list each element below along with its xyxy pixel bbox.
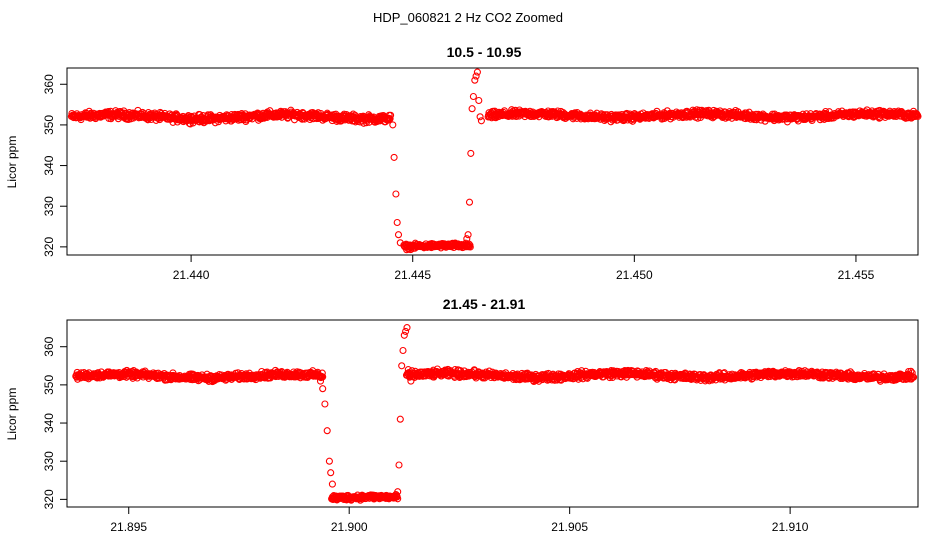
bottom-y-axis: 320 330 340 350 360	[42, 336, 68, 509]
bottom-x-axis: 21.895 21.900 21.905 21.910	[110, 506, 809, 534]
top-y-tick-label: 330	[42, 196, 56, 216]
bottom-x-tick-label: 21.905	[551, 520, 588, 534]
bottom-y-tick-label: 350	[42, 375, 56, 395]
top-series-points	[67, 68, 922, 254]
bottom-y-axis-label: Licor ppm	[5, 388, 19, 441]
top-data-point	[390, 153, 398, 161]
bottom-data-point	[910, 373, 918, 381]
bottom-data-point	[319, 373, 327, 381]
bottom-series-points	[72, 324, 918, 504]
bottom-data-point	[398, 362, 406, 370]
bottom-data-point	[396, 415, 404, 423]
bottom-data-point	[327, 469, 335, 477]
top-data-point	[469, 92, 477, 101]
top-data-point	[477, 117, 485, 125]
bottom-y-tick-label: 360	[42, 336, 56, 356]
bottom-data-point	[330, 492, 338, 500]
top-data-point	[472, 72, 480, 80]
bottom-data-point	[399, 346, 407, 355]
top-data-point	[476, 113, 484, 121]
bottom-data-point	[318, 369, 326, 377]
bottom-data-point	[325, 457, 333, 465]
top-y-tick-label: 320	[42, 237, 56, 257]
top-y-tick-label: 340	[42, 155, 56, 175]
top-x-tick-label: 21.455	[838, 268, 875, 282]
top-data-point	[393, 218, 401, 227]
top-data-point	[464, 231, 472, 239]
bottom-x-tick-label: 21.900	[331, 520, 368, 534]
top-data-point	[914, 112, 922, 120]
bottom-data-point	[323, 427, 331, 435]
top-data-point	[466, 243, 474, 251]
top-panel-title: 10.5 - 10.95	[447, 44, 522, 60]
top-y-tick-label: 360	[42, 74, 56, 94]
top-data-point	[463, 235, 471, 243]
bottom-data-point	[905, 367, 913, 376]
bottom-y-tick-label: 330	[42, 451, 56, 471]
top-data-point	[386, 115, 394, 123]
top-plot-frame	[66, 67, 919, 256]
top-data-point	[394, 231, 403, 239]
bottom-data-point	[319, 385, 327, 393]
bottom-data-point	[316, 377, 325, 385]
bottom-plot-frame	[66, 319, 919, 508]
top-y-tick-label: 350	[42, 115, 56, 135]
bottom-data-point	[407, 377, 415, 385]
top-data-point	[387, 111, 395, 119]
bottom-data-point	[321, 400, 329, 408]
bottom-data-point	[402, 327, 410, 335]
bottom-x-tick-label: 21.910	[772, 520, 809, 534]
top-x-tick-label: 21.440	[173, 268, 210, 282]
top-data-point	[467, 149, 475, 157]
top-data-point	[392, 190, 400, 198]
top-y-axis: 320 330 340 350 360	[42, 74, 68, 257]
top-y-axis-label: Licor ppm	[5, 136, 19, 189]
top-x-axis: 21.440 21.445 21.450 21.455	[173, 254, 875, 282]
bottom-data-point	[328, 480, 336, 488]
top-panel: 10.5 - 10.95 21.440 21.445 21.450 21.455 32…	[5, 44, 922, 282]
top-data-point	[468, 105, 476, 113]
bottom-x-tick-label: 21.895	[110, 520, 147, 534]
bottom-data-point	[404, 366, 412, 374]
top-data-point	[471, 76, 479, 84]
top-data-point	[396, 239, 404, 247]
bottom-data-point	[395, 461, 403, 469]
bottom-data-point	[400, 331, 408, 339]
top-data-point	[473, 68, 481, 76]
bottom-data-point	[908, 369, 916, 377]
bottom-data-point	[406, 373, 414, 381]
top-x-tick-label: 21.450	[616, 268, 653, 282]
bottom-panel: 21.45 - 21.91 21.895 21.900 21.905 21.910 3…	[5, 296, 919, 534]
bottom-data-point	[403, 324, 411, 332]
top-data-point	[465, 198, 474, 206]
bottom-y-tick-label: 340	[42, 413, 56, 433]
bottom-data-point	[394, 495, 402, 503]
top-data-point	[475, 96, 483, 105]
top-data-point	[389, 121, 397, 129]
figure-title: HDP_060821 2 Hz CO2 Zoomed	[373, 10, 563, 25]
bottom-data-point	[394, 488, 402, 496]
bottom-panel-title: 21.45 - 21.91	[443, 296, 526, 312]
bottom-y-tick-label: 320	[42, 489, 56, 509]
top-x-tick-label: 21.445	[394, 268, 431, 282]
